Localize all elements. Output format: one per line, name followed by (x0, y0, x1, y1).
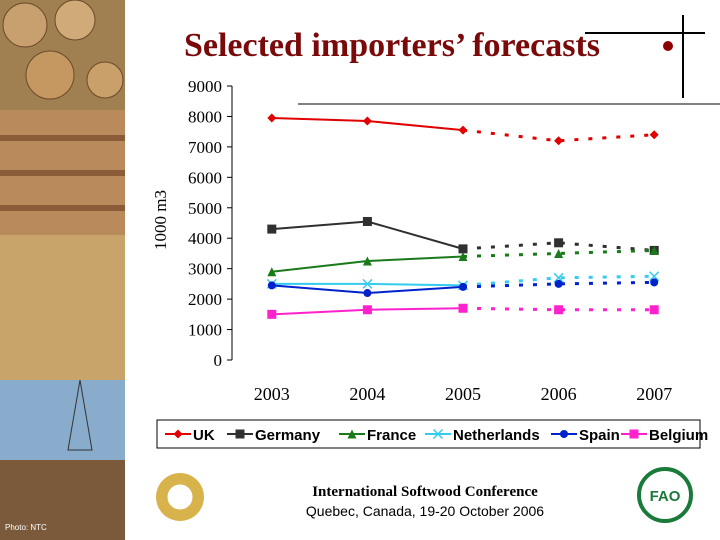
x-tick-label: 2007 (636, 384, 672, 404)
legend-marker (173, 429, 183, 439)
tower (67, 379, 93, 451)
y-tick-label: 8000 (188, 107, 222, 126)
legend-label: Germany (255, 427, 321, 444)
y-tick-label: 5000 (188, 199, 222, 218)
log (86, 61, 124, 99)
photo-pellets (0, 235, 125, 380)
y-axis-label: 1000 m3 (151, 190, 170, 250)
conference-name: International Softwood Conference (312, 484, 538, 500)
y-tick-label: 1000 (188, 321, 222, 340)
log (25, 50, 75, 100)
point (459, 282, 467, 291)
legend-label: Netherlands (453, 427, 540, 444)
photo-credit: Photo: NTC (5, 523, 47, 532)
point (554, 305, 564, 315)
y-tick-label: 4000 (188, 229, 222, 248)
house-frame (0, 460, 125, 540)
chart-title: Selected importers’ forecasts (184, 27, 600, 64)
log (2, 2, 48, 48)
point (362, 216, 372, 226)
legend-marker (560, 430, 568, 438)
y-tick-label: 3000 (188, 260, 222, 279)
forecast-line (462, 241, 655, 252)
decor-dot (663, 41, 673, 51)
lumber-line (0, 135, 125, 141)
x-tick-label: 2006 (541, 384, 577, 404)
conference-place: Quebec, Canada, 19-20 October 2006 (306, 503, 544, 519)
point (553, 272, 564, 283)
legend-marker (347, 429, 357, 439)
forecast-line (462, 306, 655, 312)
point (650, 278, 659, 287)
legend-marker (629, 429, 639, 439)
point (267, 309, 277, 319)
y-tick-label: 2000 (188, 290, 222, 309)
point (554, 279, 563, 288)
forecast-line (462, 248, 655, 258)
y-tick-label: 7000 (188, 138, 222, 157)
legend-label: Spain (579, 427, 620, 444)
legend-label: Belgium (649, 427, 708, 444)
point (267, 281, 276, 290)
point (458, 125, 468, 135)
forecast-line (462, 280, 655, 289)
forecast-line (462, 274, 655, 287)
fao-logo-text: FAO (650, 488, 681, 505)
point (649, 245, 659, 255)
x-tick-label: 2005 (445, 384, 481, 404)
point (267, 267, 277, 277)
point (554, 136, 564, 146)
point (458, 251, 468, 261)
y-tick-label: 6000 (188, 168, 222, 187)
point (458, 303, 468, 313)
point (362, 256, 372, 266)
point (267, 113, 277, 123)
point (362, 278, 373, 289)
legend-marker (235, 429, 245, 439)
legend-marker (432, 428, 444, 440)
point (458, 244, 468, 254)
lumber-line (0, 170, 125, 176)
un-logo (164, 481, 196, 513)
log (54, 0, 96, 41)
point (649, 271, 660, 282)
point (554, 248, 564, 258)
point (554, 238, 564, 248)
x-tick-label: 2003 (254, 384, 290, 404)
y-tick-label: 9000 (188, 77, 222, 96)
fao-logo (637, 467, 693, 523)
x-tick-label: 2004 (349, 384, 385, 404)
legend-label: UK (193, 427, 215, 444)
point (362, 116, 372, 126)
point (649, 305, 659, 315)
point (267, 224, 277, 234)
point (363, 289, 372, 298)
y-tick-label: 0 (214, 351, 223, 370)
lumber-line (0, 205, 125, 211)
point (649, 130, 659, 140)
point (362, 305, 372, 315)
legend-label: France (367, 427, 416, 444)
